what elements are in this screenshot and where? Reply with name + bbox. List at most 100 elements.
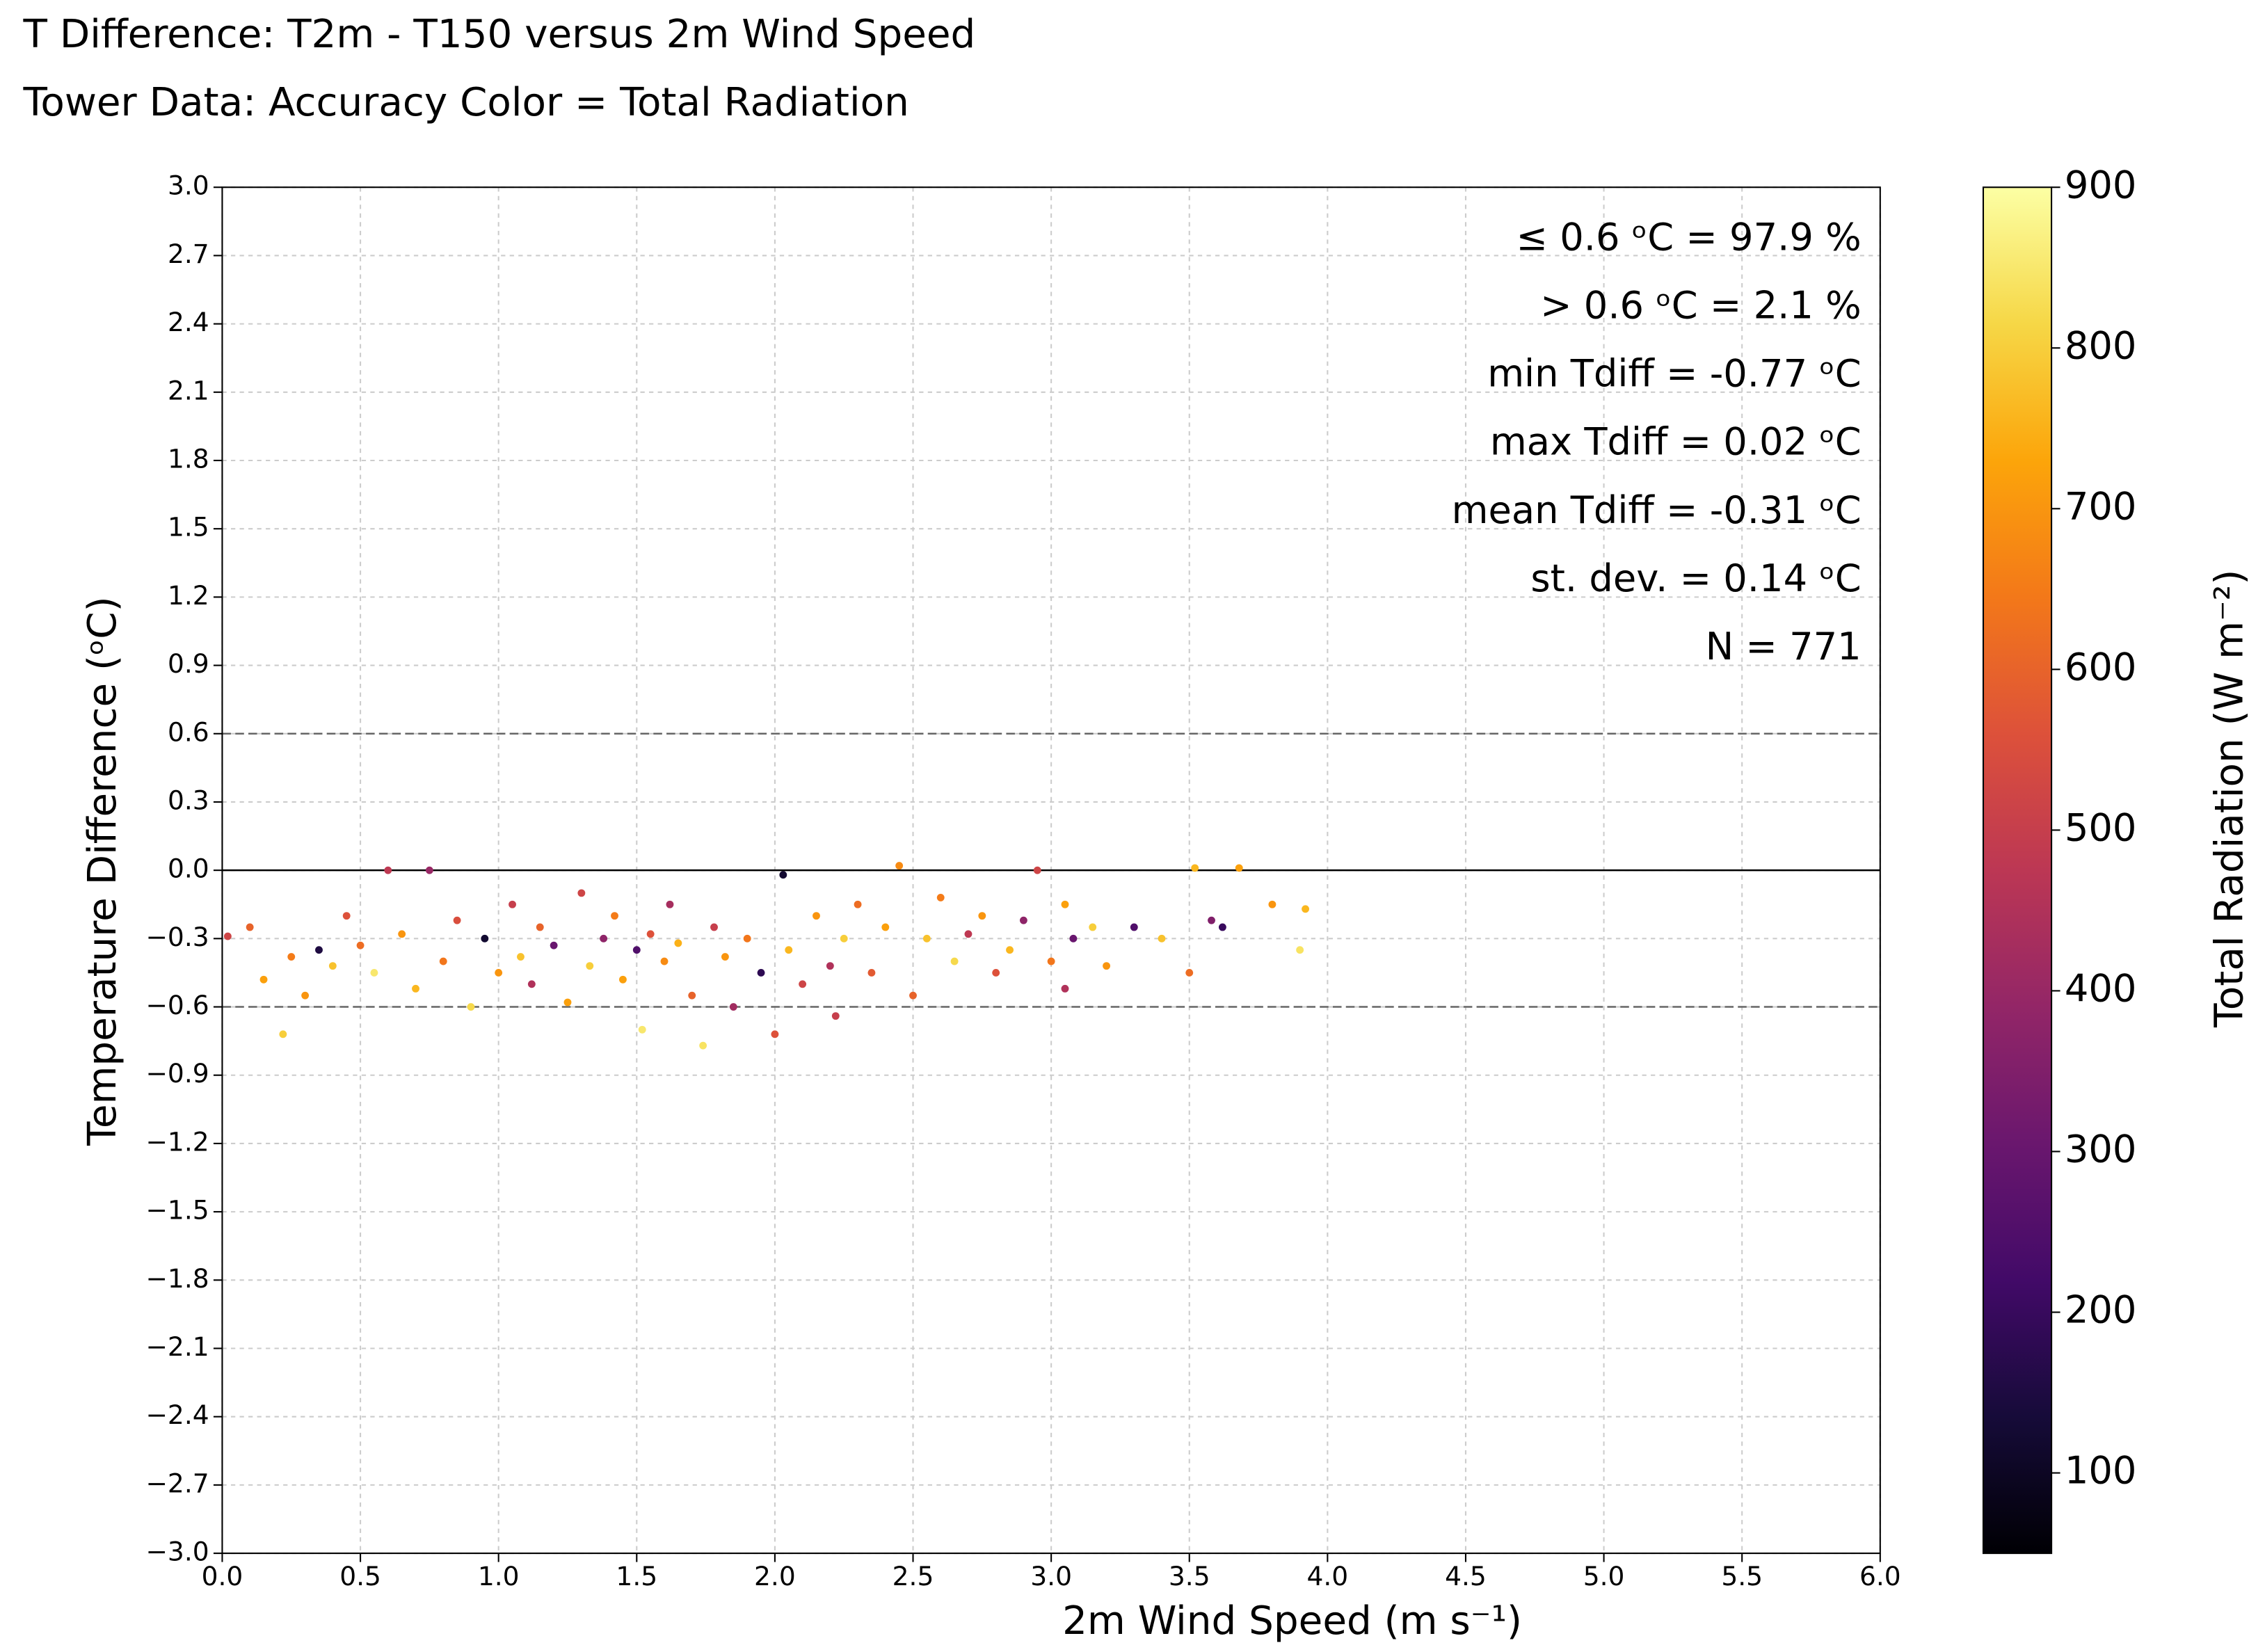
colorbar-tick-label: 800 [2065, 323, 2137, 367]
colorbar-tick-label: 700 [2065, 484, 2137, 528]
point [356, 941, 365, 949]
point [301, 991, 310, 1000]
point [721, 953, 729, 961]
point [550, 941, 558, 949]
point [1061, 900, 1069, 908]
point [867, 969, 876, 977]
point [536, 923, 544, 931]
point [495, 969, 503, 977]
point [412, 984, 419, 993]
x-tick-label: 3.0 [1030, 1561, 1072, 1591]
point [1019, 916, 1027, 924]
y-tick-label: 1.5 [168, 512, 209, 543]
point [922, 934, 931, 943]
point [978, 912, 986, 920]
colorbar-tick-label: 600 [2065, 645, 2137, 689]
point [611, 912, 618, 920]
point [1208, 916, 1215, 924]
annotation: mean Tdiff = -0.31 ᵒC [1452, 488, 1862, 532]
y-tick-label: 0.9 [168, 648, 209, 679]
colorbar-tick-label: 400 [2065, 967, 2137, 1011]
x-tick-label: 0.5 [339, 1561, 381, 1591]
y-tick-label: −2.1 [145, 1331, 209, 1362]
y-tick-label: 0.3 [168, 785, 209, 815]
point [964, 930, 973, 938]
y-tick-label: −0.3 [145, 922, 209, 952]
point [481, 934, 489, 943]
point [342, 912, 351, 920]
point [757, 969, 765, 977]
x-tick-label: 4.5 [1445, 1561, 1487, 1591]
point [577, 889, 586, 897]
chart-title: T Difference: T2m - T150 versus 2m Wind … [23, 12, 976, 57]
point [779, 871, 787, 879]
point [1089, 923, 1097, 931]
colorbar [1982, 186, 2053, 1555]
point [223, 932, 232, 940]
point [909, 991, 917, 1000]
point [743, 934, 751, 943]
point [1218, 923, 1226, 931]
point [1006, 946, 1014, 954]
x-axis-label: 2m Wind Speed (m s⁻¹) [1062, 1598, 1522, 1644]
y-tick-label: 2.7 [168, 239, 209, 269]
y-tick-label: −2.4 [145, 1400, 209, 1430]
colorbar-tick-label: 100 [2065, 1449, 2137, 1493]
point [854, 900, 862, 908]
x-tick-label: 2.5 [893, 1561, 934, 1591]
point [384, 866, 392, 874]
point [1235, 864, 1243, 872]
x-tick-label: 0.0 [202, 1561, 243, 1591]
point [1103, 962, 1110, 970]
y-tick-label: 2.1 [168, 375, 209, 406]
x-tick-label: 1.5 [616, 1561, 657, 1591]
point [881, 923, 890, 931]
point [246, 923, 254, 931]
point [1033, 866, 1041, 874]
y-tick-label: −0.6 [145, 990, 209, 1020]
colorbar-tick-label: 900 [2065, 163, 2137, 207]
point [439, 957, 447, 965]
x-tick-label: 3.5 [1169, 1561, 1210, 1591]
point [699, 1041, 707, 1050]
point [688, 991, 696, 1000]
y-axis-label: Temperature Difference (ᵒC) [80, 596, 125, 1146]
point [660, 957, 669, 965]
x-tick-label: 6.0 [1859, 1561, 1901, 1591]
point [279, 1030, 287, 1038]
point [619, 975, 627, 984]
point [831, 1012, 840, 1020]
y-tick-label: −1.8 [145, 1263, 209, 1294]
colorbar-tick-label: 300 [2065, 1128, 2137, 1171]
point [1268, 900, 1276, 908]
y-tick-label: −1.5 [145, 1195, 209, 1226]
y-tick-label: −0.9 [145, 1058, 209, 1089]
point [453, 916, 461, 924]
point [467, 1003, 475, 1011]
point [1191, 864, 1199, 872]
point [1296, 946, 1304, 954]
point [785, 946, 793, 954]
point [586, 962, 594, 970]
point [840, 934, 848, 943]
point [1061, 984, 1069, 993]
point [1158, 934, 1166, 943]
point [674, 939, 682, 947]
point [328, 962, 337, 970]
point [771, 1030, 779, 1038]
point [1130, 923, 1138, 931]
point [398, 930, 406, 938]
point [287, 953, 296, 961]
point [600, 934, 608, 943]
point [813, 912, 820, 920]
colorbar-tick-label: 200 [2065, 1288, 2137, 1332]
annotation: ≤ 0.6 ᵒC = 97.9 % [1516, 215, 1862, 259]
annotation: max Tdiff = 0.02 ᵒC [1490, 420, 1862, 464]
y-tick-label: 0.0 [168, 853, 209, 884]
point [1302, 905, 1310, 913]
point [259, 975, 268, 984]
y-tick-label: 1.2 [168, 580, 209, 611]
chart-subtitle: Tower Data: Accuracy Color = Total Radia… [23, 80, 909, 125]
x-tick-label: 5.5 [1721, 1561, 1763, 1591]
